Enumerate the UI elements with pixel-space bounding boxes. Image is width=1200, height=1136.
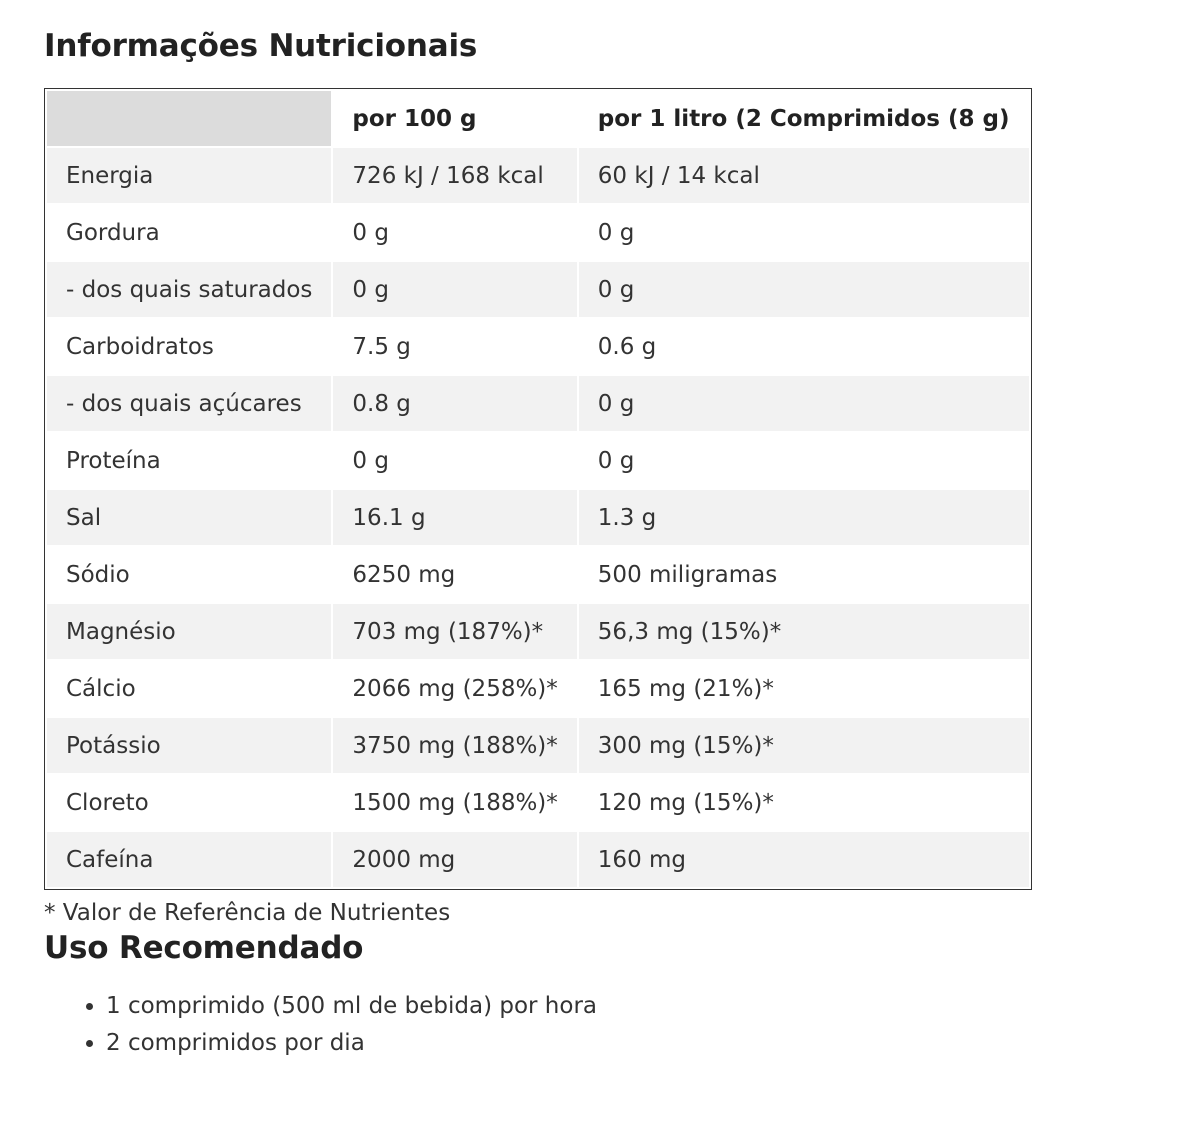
header-per-100g: por 100 g (352, 105, 477, 132)
nutrition-title: Informações Nutricionais (44, 28, 478, 64)
per-liter-cell: 56,3 mg (15%)* (578, 604, 1029, 659)
per-liter-cell: 60 kJ / 14 kcal (578, 148, 1029, 203)
table-row: Cafeína 2000 mg 160 mg (47, 832, 1029, 887)
per-100g-cell: 2000 mg (333, 832, 577, 887)
list-item: 1 comprimido (500 ml de bebida) por hora (106, 988, 1144, 1025)
list-item: 2 comprimidos por dia (106, 1025, 1144, 1062)
nutrient-name-cell: Gordura (47, 205, 332, 260)
per-liter-cell: 0 g (578, 262, 1029, 317)
nutrient-name-cell: Carboidratos (47, 319, 332, 374)
nutrient-name-cell: Sal (47, 490, 332, 545)
per-liter-cell: 165 mg (21%)* (578, 661, 1029, 716)
footnote: * Valor de Referência de Nutrientes (44, 900, 451, 926)
header-empty-cell (47, 91, 332, 146)
per-liter-cell: 120 mg (15%)* (578, 775, 1029, 830)
nutrient-name-cell: Cloreto (47, 775, 332, 830)
per-liter-cell: 0 g (578, 205, 1029, 260)
nutrient-name-cell: - dos quais saturados (47, 262, 332, 317)
nutrition-table: por 100 g por 1 litro (2 Comprimidos (8 … (44, 88, 1032, 890)
nutrient-name-cell: Proteína (47, 433, 332, 488)
per-100g-cell: 3750 mg (188%)* (333, 718, 577, 773)
nutrient-name-cell: Potássio (47, 718, 332, 773)
table-row: Magnésio 703 mg (187%)* 56,3 mg (15%)* (47, 604, 1029, 659)
per-liter-cell: 0.6 g (578, 319, 1029, 374)
nutrient-name-cell: Cafeína (47, 832, 332, 887)
per-liter-cell: 300 mg (15%)* (578, 718, 1029, 773)
per-liter-cell: 0 g (578, 376, 1029, 431)
table-row: Sódio 6250 mg 500 miligramas (47, 547, 1029, 602)
per-100g-cell: 16.1 g (333, 490, 577, 545)
per-liter-cell: 500 miligramas (578, 547, 1029, 602)
nutrient-name-cell: - dos quais açúcares (47, 376, 332, 431)
table-row: Cloreto 1500 mg (188%)* 120 mg (15%)* (47, 775, 1029, 830)
nutrient-name-cell: Sódio (47, 547, 332, 602)
per-100g-cell: 0 g (333, 205, 577, 260)
per-100g-cell: 2066 mg (258%)* (333, 661, 577, 716)
table-row: Cálcio 2066 mg (258%)* 165 mg (21%)* (47, 661, 1029, 716)
nutrition-table-body: Energia 726 kJ / 168 kcal 60 kJ / 14 kcal G… (47, 148, 1029, 887)
nutrient-name-cell: Energia (47, 148, 332, 203)
per-100g-cell: 1500 mg (188%)* (333, 775, 577, 830)
content: Informações Nutricionais por 100 g por 1… (44, 26, 1144, 1062)
table-row: Sal 16.1 g 1.3 g (47, 490, 1029, 545)
per-100g-cell: 0 g (333, 433, 577, 488)
per-100g-cell: 0 g (333, 262, 577, 317)
per-100g-cell: 726 kJ / 168 kcal (333, 148, 577, 203)
per-liter-cell: 1.3 g (578, 490, 1029, 545)
usage-title: Uso Recomendado (44, 930, 364, 966)
per-100g-cell: 6250 mg (333, 547, 577, 602)
header-per-liter: por 1 litro (2 Comprimidos (8 g) (597, 105, 1010, 132)
per-liter-cell: 160 mg (578, 832, 1029, 887)
table-row: Energia 726 kJ / 168 kcal 60 kJ / 14 kcal (47, 148, 1029, 203)
per-100g-cell: 7.5 g (333, 319, 577, 374)
table-row: Carboidratos 7.5 g 0.6 g (47, 319, 1029, 374)
per-100g-cell: 0.8 g (333, 376, 577, 431)
nutrient-name-cell: Cálcio (47, 661, 332, 716)
table-row: Potássio 3750 mg (188%)* 300 mg (15%)* (47, 718, 1029, 773)
per-100g-cell: 703 mg (187%)* (333, 604, 577, 659)
usage-list: 1 comprimido (500 ml de bebida) por hora… (44, 988, 1144, 1062)
nutrient-name-cell: Magnésio (47, 604, 332, 659)
per-liter-cell: 0 g (578, 433, 1029, 488)
table-header-row: por 100 g por 1 litro (2 Comprimidos (8 … (47, 91, 1029, 146)
